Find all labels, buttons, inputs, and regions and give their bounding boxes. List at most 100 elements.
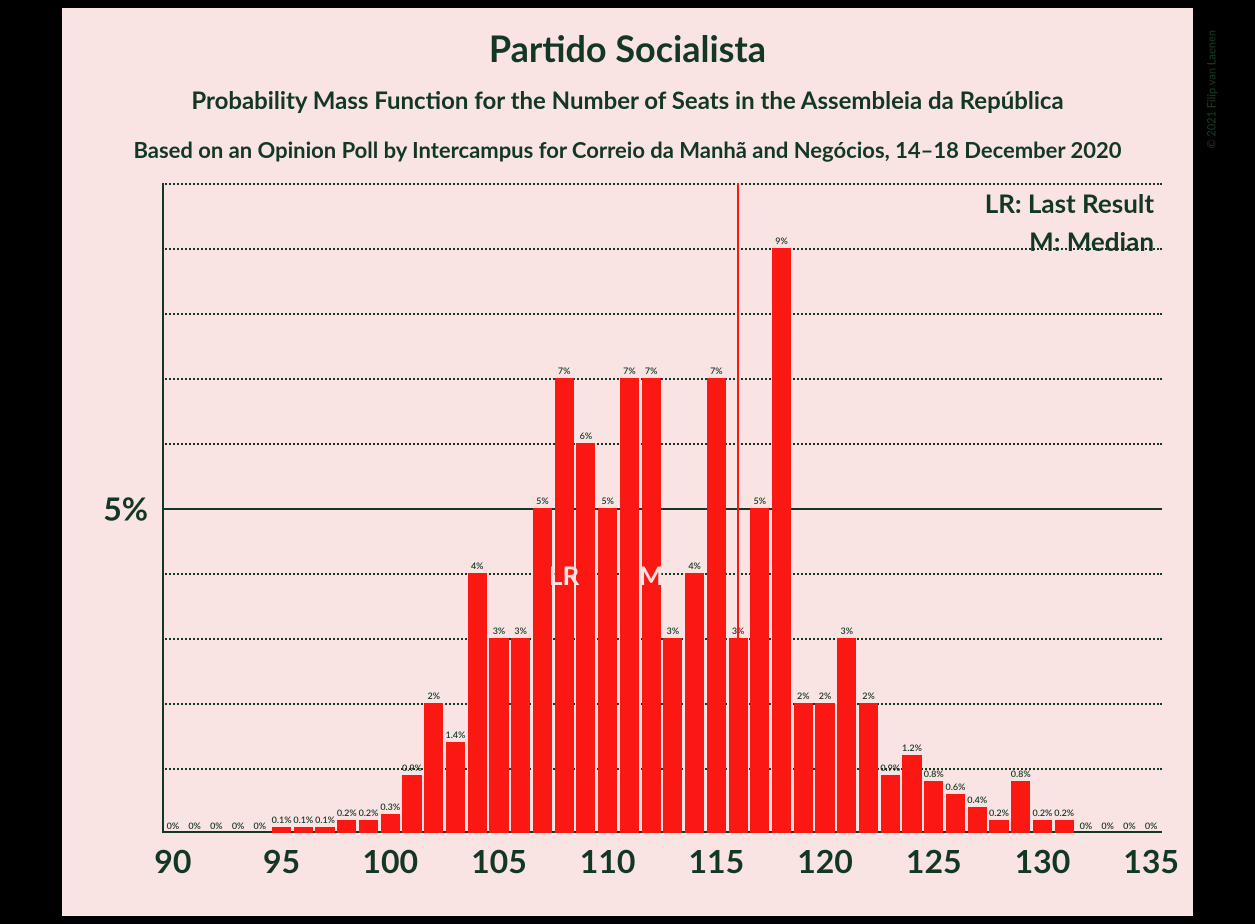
x-axis-label: 130	[1015, 841, 1071, 880]
bar-value-label: 0.2%	[359, 807, 379, 818]
x-axis-label: 95	[263, 841, 300, 880]
bar-value-label: 7%	[710, 365, 723, 376]
bar-value-label: 5%	[536, 495, 549, 506]
bar-value-label: 0%	[167, 820, 180, 831]
bar: 5%	[533, 508, 552, 833]
x-axis-label: 115	[689, 841, 745, 880]
bar-value-label: 0%	[254, 820, 267, 831]
bar-value-label: 5%	[601, 495, 614, 506]
bar-value-label: 9%	[775, 235, 788, 246]
bar: 0.9%	[881, 775, 900, 834]
plot-area: LR: Last Result M: Median 5%909510010511…	[162, 183, 1162, 833]
x-axis-label: 110	[580, 841, 636, 880]
bar: 3%	[837, 638, 856, 833]
bar: 0.8%	[924, 781, 943, 833]
bar: 2%	[424, 703, 443, 833]
bar-value-label: 7%	[645, 365, 658, 376]
bar: 2%	[859, 703, 878, 833]
bar: 7%	[642, 378, 661, 833]
bar-value-label: 0.8%	[924, 768, 944, 779]
x-axis-label: 100	[362, 841, 418, 880]
bar-value-label: 5%	[754, 495, 767, 506]
gridline-minor	[162, 313, 1162, 315]
bar: 3%	[663, 638, 682, 833]
bar-value-label: 1.2%	[902, 742, 922, 753]
bar-value-label: 0.3%	[380, 801, 400, 812]
bar: 3%	[511, 638, 530, 833]
x-axis-label: 120	[797, 841, 853, 880]
bar-value-label: 2%	[797, 690, 810, 701]
bar-value-label: 0%	[232, 820, 245, 831]
legend-m: M: Median	[985, 225, 1154, 257]
gridline-minor	[162, 183, 1162, 185]
bar: 2%	[815, 703, 834, 833]
chart-title: Partido Socialista	[62, 26, 1193, 70]
bar-value-label: 0.1%	[315, 814, 335, 825]
bar: 0.2%	[359, 820, 378, 833]
marker-m-label: M	[639, 559, 664, 591]
bar-value-label: 0.2%	[1054, 807, 1074, 818]
bar: 1.4%	[446, 742, 465, 833]
x-axis-label: 105	[471, 841, 527, 880]
bar-value-label: 2%	[862, 690, 875, 701]
bar: 2%	[794, 703, 813, 833]
x-axis-label: 135	[1123, 841, 1179, 880]
bar-value-label: 7%	[623, 365, 636, 376]
gridline-minor	[162, 638, 1162, 640]
bar: 0.2%	[1033, 820, 1052, 833]
bar-value-label: 3%	[667, 625, 680, 636]
bar: 0.2%	[337, 820, 356, 833]
bar: 5%	[750, 508, 769, 833]
bar: 0.1%	[272, 827, 291, 834]
y-axis-label: 5%	[103, 489, 148, 528]
bar-value-label: 3%	[841, 625, 854, 636]
bar-value-label: 0%	[1145, 820, 1158, 831]
bar: 0.1%	[294, 827, 313, 834]
copyright-text: © 2021 Filip van Laenen	[1205, 30, 1218, 148]
legend: LR: Last Result M: Median	[985, 183, 1162, 265]
bar-value-label: 2%	[427, 690, 440, 701]
bar: 7%	[707, 378, 726, 833]
bar: 0.3%	[381, 814, 400, 834]
bar: 5%	[598, 508, 617, 833]
bar: 0.8%	[1011, 781, 1030, 833]
bar: 9%	[772, 248, 791, 833]
bar: 3%	[489, 638, 508, 833]
bar-value-label: 0.4%	[967, 794, 987, 805]
bar-value-label: 0.1%	[293, 814, 313, 825]
page-root: Partido Socialista Probability Mass Func…	[0, 0, 1255, 924]
bar: 4%	[468, 573, 487, 833]
marker-lr-label: LR	[549, 559, 579, 591]
gridline-minor	[162, 248, 1162, 250]
bar-value-label: 0%	[188, 820, 201, 831]
bar-value-label: 0.8%	[1011, 768, 1031, 779]
chart-panel: Partido Socialista Probability Mass Func…	[62, 8, 1193, 916]
bar: 7%	[555, 378, 574, 833]
bar-value-label: 0.2%	[337, 807, 357, 818]
bar-value-label: 0.9%	[880, 762, 900, 773]
gridline-minor	[162, 703, 1162, 705]
bar: 0.1%	[315, 827, 334, 834]
bar-value-label: 0%	[1101, 820, 1114, 831]
bar: 7%	[620, 378, 639, 833]
bar-value-label: 0.2%	[1032, 807, 1052, 818]
gridline-minor	[162, 378, 1162, 380]
chart-source: Based on an Opinion Poll by Intercampus …	[62, 136, 1193, 163]
legend-lr: LR: Last Result	[985, 187, 1154, 219]
bar: 1.2%	[902, 755, 921, 833]
bar-value-label: 3%	[514, 625, 527, 636]
bar: 6%	[576, 443, 595, 833]
bar-value-label: 0%	[1080, 820, 1093, 831]
bar-value-label: 0.2%	[989, 807, 1009, 818]
chart-subtitle: Probability Mass Function for the Number…	[62, 86, 1193, 115]
x-axis-label: 90	[154, 841, 191, 880]
bar-value-label: 0%	[210, 820, 223, 831]
bar-value-label: 4%	[471, 560, 484, 571]
bar-value-label: 2%	[819, 690, 832, 701]
bar-value-label: 0.1%	[272, 814, 292, 825]
gridline-minor	[162, 443, 1162, 445]
bar: 4%	[685, 573, 704, 833]
bar: 0.2%	[1055, 820, 1074, 833]
gridline-major	[162, 508, 1162, 510]
bar-value-label: 6%	[580, 430, 593, 441]
